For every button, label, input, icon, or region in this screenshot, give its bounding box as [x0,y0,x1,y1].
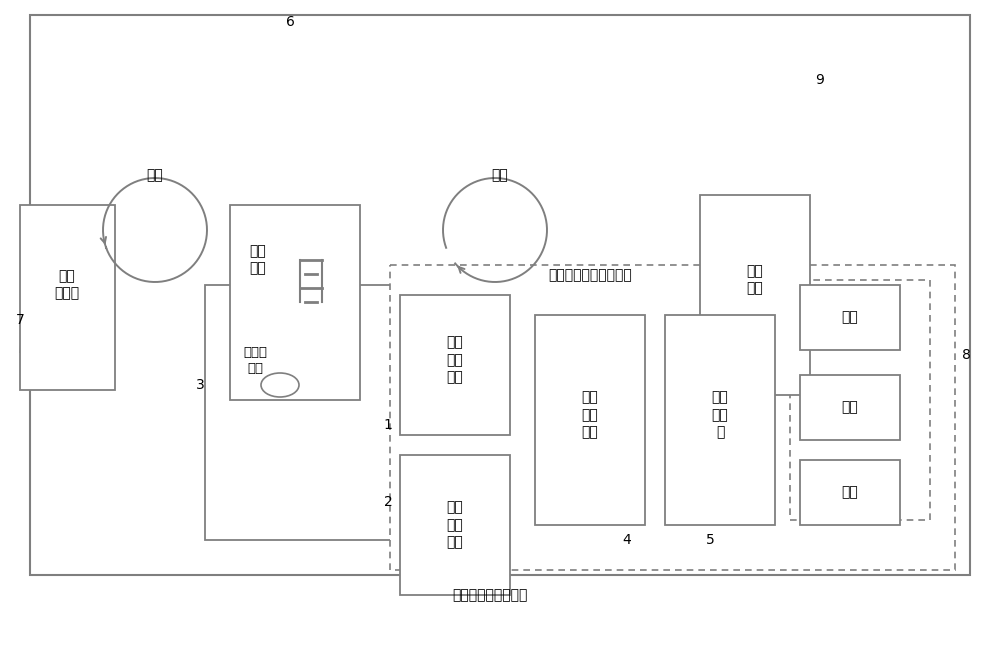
Bar [800,285,900,350]
Text: 存储: 存储 [842,400,858,414]
Text: 充电: 充电 [147,168,163,182]
Text: 3: 3 [196,378,204,392]
Text: 电动汽车动力电池包: 电动汽车动力电池包 [452,588,528,602]
Text: 5: 5 [706,533,714,547]
Text: 4: 4 [623,533,631,547]
Bar [205,285,785,540]
Bar [400,455,510,595]
Text: 处理
器模
块: 处理 器模 块 [712,391,728,439]
Text: 2: 2 [384,495,392,509]
Text: 7: 7 [16,313,24,327]
Text: 显示: 显示 [842,310,858,324]
Bar [390,265,955,570]
Bar [535,315,645,525]
Bar [700,195,810,395]
Bar [800,460,900,525]
Bar [790,280,930,520]
Bar [230,205,360,400]
Bar [800,375,900,440]
Bar [665,315,775,525]
Text: 6: 6 [286,15,294,29]
Text: 直流
充电机: 直流 充电机 [54,269,80,300]
Text: 放电: 放电 [492,168,508,182]
Bar [30,15,970,575]
Text: 1: 1 [384,418,392,432]
Bar [20,205,115,390]
Text: 动力
电池: 动力 电池 [250,245,266,276]
Ellipse shape [261,373,299,397]
Text: 电流传
感器: 电流传 感器 [243,345,267,374]
Text: 电能
计量
模块: 电能 计量 模块 [582,391,598,439]
Bar [400,295,510,435]
Text: 9: 9 [816,73,824,87]
Text: 电压
采样
模块: 电压 采样 模块 [447,336,463,384]
Text: 电流
采样
模块: 电流 采样 模块 [447,500,463,549]
Text: 通讯: 通讯 [842,485,858,499]
Text: 动力电池电量计量装置: 动力电池电量计量装置 [548,268,632,282]
Text: 8: 8 [962,348,970,362]
Text: 驱动
电机: 驱动 电机 [747,264,763,296]
